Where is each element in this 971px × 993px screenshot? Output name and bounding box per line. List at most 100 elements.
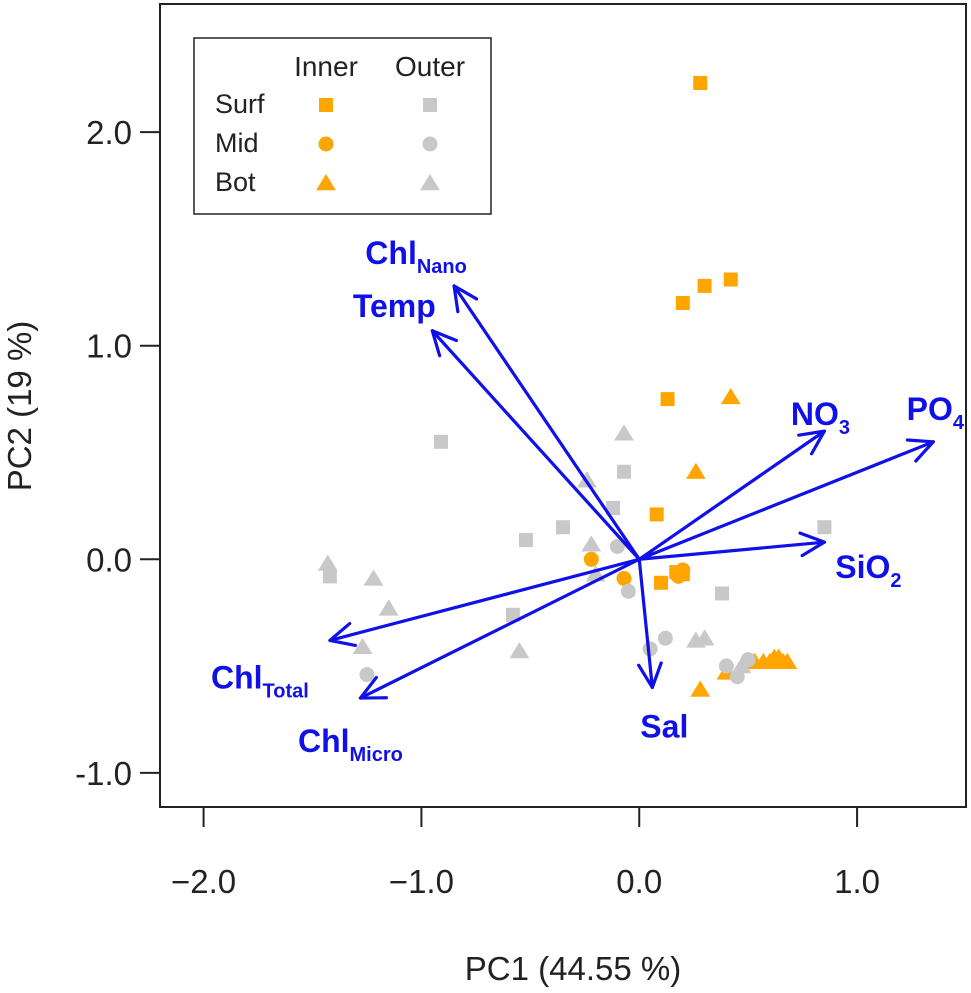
vector-sal-shaft	[637, 557, 654, 690]
vector-label-main: NO	[791, 396, 839, 432]
inner-surf-point	[654, 575, 669, 590]
outer-bot-point	[509, 642, 530, 659]
outer-bot-point	[694, 629, 715, 646]
vector-temp-arrowhead	[430, 329, 458, 358]
vector-no3-arrowhead	[797, 429, 827, 456]
outer-mid-point	[609, 538, 625, 554]
vector-chl-nano-arrowhead	[452, 284, 479, 314]
y-tick-label: 0.0	[86, 541, 132, 578]
vector-sal-arrowhead	[637, 661, 663, 690]
vector-po4-label: PO4	[907, 391, 965, 434]
vector-chl-total-shaft	[328, 557, 641, 643]
legend-outer-bot-symbol	[420, 174, 440, 191]
inner-surf-point	[649, 507, 664, 522]
legend-box	[193, 37, 492, 215]
y-tick-label: 2.0	[86, 114, 132, 151]
inner-bot-point	[777, 652, 798, 669]
vector-chl-micro-shaft	[358, 557, 641, 700]
inner-surf-point	[675, 295, 690, 310]
vector-chl-micro-arrowhead	[358, 675, 389, 700]
legend-col-inner: Inner	[294, 51, 358, 82]
outer-mid-point	[620, 583, 636, 599]
vector-chl-micro-label: ChlMicro	[298, 723, 403, 766]
vector-chl-nano-shaft	[452, 284, 641, 561]
inner-mid-point	[616, 570, 632, 586]
outer-bot-point	[352, 637, 373, 655]
vector-label-main: SiO	[835, 549, 890, 585]
vector-chl-nano-label: ChlNano	[365, 235, 467, 278]
outer-surf-point	[817, 520, 832, 535]
y-axis: -1.0 0.0 1.0 2.0	[75, 114, 160, 792]
outer-bot-point	[317, 554, 338, 571]
vector-label-subscript: 4	[953, 412, 965, 434]
vector-label-subscript: Micro	[350, 744, 403, 766]
vector-no3-shaft	[637, 429, 827, 561]
vector-label-main: Sal	[640, 708, 688, 744]
legend-row-surf: Surf	[215, 89, 265, 119]
vector-sal-label: Sal	[640, 708, 688, 744]
inner-bot-point	[720, 387, 741, 405]
legend: Inner Outer Surf Mid Bot	[193, 37, 492, 215]
x-axis: −2.0 −1.0 0.0 1.0	[171, 807, 880, 900]
inner-mid-point	[583, 551, 599, 567]
vector-label-subscript: 3	[839, 417, 850, 439]
vector-no3-label: NO3	[791, 396, 850, 439]
vector-sio2-arrowhead	[798, 531, 827, 558]
outer-bot-point	[363, 569, 384, 586]
legend-symbols	[316, 98, 440, 191]
vector-temp-label: Temp	[353, 288, 436, 324]
outer-surf-point	[556, 520, 570, 535]
outer-surf-point	[616, 464, 631, 479]
inner-surf-point	[693, 76, 708, 91]
outer-surf-point	[322, 569, 337, 584]
y-tick-label: -1.0	[75, 755, 132, 792]
outer-mid-point	[657, 630, 673, 646]
vector-temp-shaft	[430, 329, 641, 561]
outer-bot-point	[614, 424, 634, 441]
outer-surf-point	[505, 607, 520, 622]
vector-chl-total-label: ChlTotal	[211, 659, 309, 702]
inner-bot-point	[685, 462, 706, 479]
vector-label-subscript: Total	[263, 680, 309, 702]
vector-label-main: Chl	[211, 659, 263, 695]
legend-outer-surf-symbol	[423, 98, 437, 112]
inner-mid-point	[675, 562, 691, 578]
outer-surf-point	[518, 533, 533, 548]
vector-sio2-label: SiO2	[835, 549, 901, 592]
legend-inner-surf-symbol	[319, 98, 333, 112]
plot-frame	[159, 3, 967, 808]
inner-bot-point	[690, 680, 711, 697]
outer-surf-point	[434, 434, 449, 449]
data-points	[317, 76, 832, 697]
x-tick-label: −1.0	[389, 863, 454, 900]
vector-chl-total-arrowhead	[328, 621, 358, 648]
outer-surf-point	[715, 586, 730, 601]
x-tick-label: 1.0	[834, 863, 880, 900]
inner-surf-point	[697, 278, 712, 293]
x-tick-label: −2.0	[171, 863, 236, 900]
outer-bot-point	[581, 535, 602, 552]
vector-po4-arrowhead	[905, 438, 935, 463]
legend-row-bot: Bot	[215, 167, 256, 197]
vector-label-main: PO	[907, 391, 953, 427]
outer-bot-point	[731, 657, 752, 674]
legend-outer-mid-symbol	[422, 136, 438, 152]
outer-mid-point	[359, 667, 375, 683]
outer-mid-point	[718, 658, 734, 674]
legend-inner-bot-symbol	[316, 174, 336, 191]
vector-po4-shaft	[637, 440, 935, 561]
x-axis-title: PC1 (44.55 %)	[465, 950, 681, 987]
y-tick-label: 1.0	[86, 328, 132, 365]
vector-label-subscript: Nano	[417, 256, 467, 278]
legend-inner-mid-symbol	[318, 136, 334, 152]
x-tick-label: 0.0	[616, 863, 662, 900]
legend-row-mid: Mid	[215, 128, 259, 158]
outer-bot-point	[378, 599, 399, 616]
vector-sio2-shaft	[637, 540, 827, 561]
vector-label-main: Chl	[365, 235, 417, 271]
y-axis-title: PC2 (19 %)	[1, 321, 38, 492]
outer-surf-point	[606, 501, 621, 516]
vector-label-subscript: 2	[890, 570, 901, 592]
vector-label-main: Chl	[298, 723, 350, 759]
